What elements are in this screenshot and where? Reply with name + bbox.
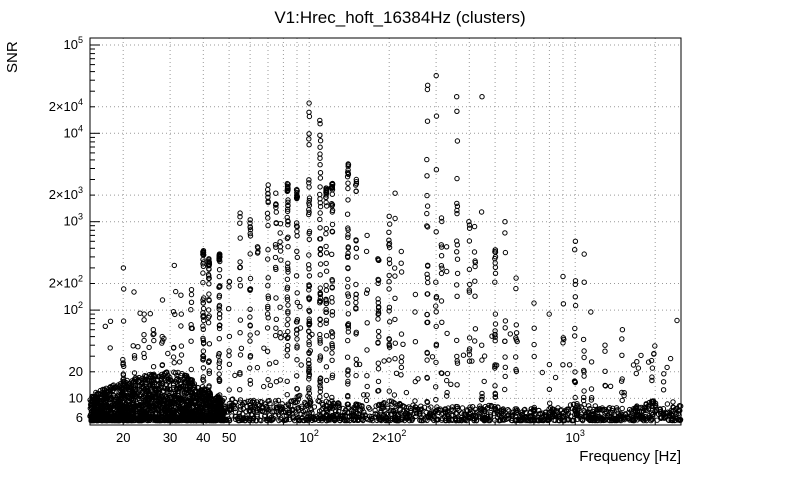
svg-text:2×104: 2×104 (49, 97, 83, 114)
svg-text:10: 10 (69, 390, 83, 405)
x-axis-label: Frequency [Hz] (579, 448, 681, 465)
svg-text:20: 20 (116, 430, 130, 445)
svg-text:2×102: 2×102 (49, 273, 83, 290)
svg-text:30: 30 (163, 430, 177, 445)
svg-text:2×103: 2×103 (49, 185, 83, 202)
svg-text:40: 40 (196, 430, 210, 445)
chart-title: V1:Hrec_hoft_16384Hz (clusters) (274, 8, 525, 27)
svg-text:105: 105 (64, 35, 83, 52)
axis-ticks (90, 44, 656, 426)
svg-text:103: 103 (565, 428, 584, 445)
svg-text:6: 6 (76, 410, 83, 425)
grid-lines (90, 38, 681, 425)
plot-frame (89, 37, 682, 426)
scatter-points (87, 72, 684, 424)
svg-text:50: 50 (222, 430, 236, 445)
y-axis-label: SNR (4, 41, 21, 73)
svg-text:20: 20 (69, 364, 83, 379)
svg-text:2×102: 2×102 (372, 428, 406, 445)
svg-text:102: 102 (299, 428, 318, 445)
svg-text:103: 103 (64, 212, 83, 229)
svg-text:102: 102 (64, 300, 83, 317)
svg-text:104: 104 (64, 123, 83, 140)
